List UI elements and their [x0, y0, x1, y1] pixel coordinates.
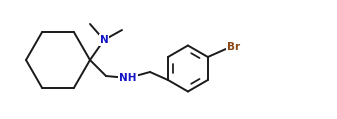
Text: NH: NH [119, 73, 137, 83]
Text: Br: Br [227, 42, 240, 52]
Text: N: N [100, 35, 109, 45]
